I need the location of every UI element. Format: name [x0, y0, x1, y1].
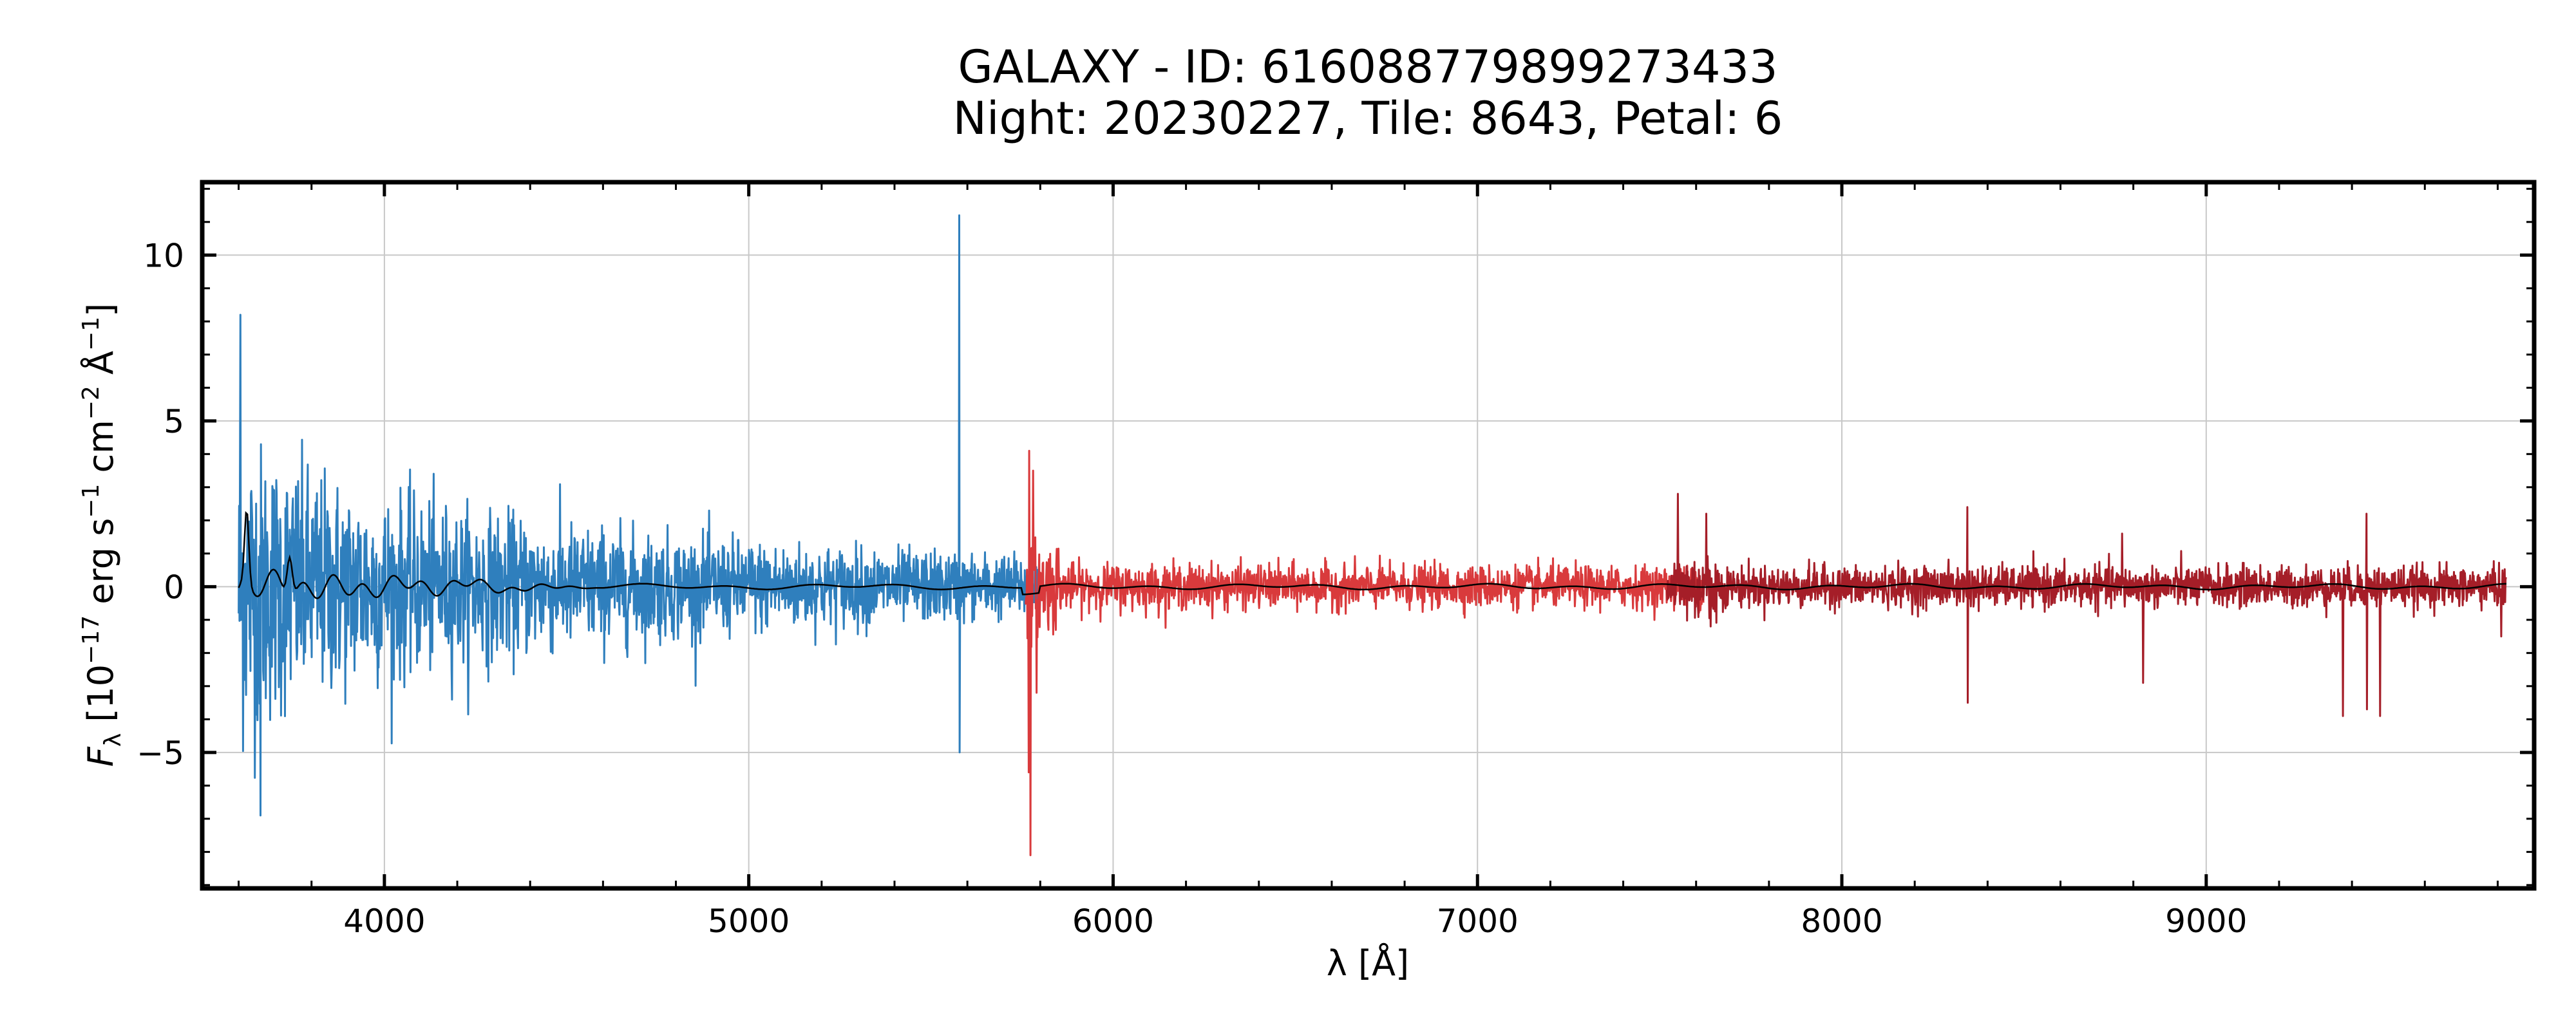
y-tick-label: 10 — [143, 237, 184, 274]
spectrum-line-b — [238, 214, 1041, 817]
x-tick-label: 7000 — [1437, 903, 1519, 940]
y-tick-label: −5 — [137, 735, 184, 772]
x-tick-label: 4000 — [343, 903, 425, 940]
x-tick-labels: 4000 5000 6000 7000 8000 9000 — [343, 903, 2247, 940]
x-tick-label: 6000 — [1072, 903, 1154, 940]
series-group — [238, 214, 2507, 856]
x-tick-label: 9000 — [2165, 903, 2247, 940]
chart-subtitle: Night: 20230227, Tile: 8643, Petal: 6 — [953, 92, 1783, 145]
y-axis-label: Fλ [10−17 erg s−1 cm−2 Å−1] — [78, 303, 126, 767]
spectrum-line-z — [1665, 492, 2507, 717]
y-tick-label: 0 — [164, 568, 184, 606]
grid — [202, 182, 2534, 888]
x-tick-label: 5000 — [708, 903, 790, 940]
plot-frame — [200, 180, 2537, 891]
x-tick-label: 8000 — [1801, 903, 1882, 940]
ticks — [202, 182, 2534, 888]
model-fit-line — [238, 510, 2506, 599]
chart-title: GALAXY - ID: 616088779899273433 — [958, 41, 1777, 93]
x-axis-label: λ [Å] — [1327, 942, 1409, 984]
y-tick-labels: −5 0 5 10 — [137, 237, 184, 772]
y-tick-label: 5 — [164, 403, 184, 440]
spectrum-line-r — [1025, 449, 1705, 856]
